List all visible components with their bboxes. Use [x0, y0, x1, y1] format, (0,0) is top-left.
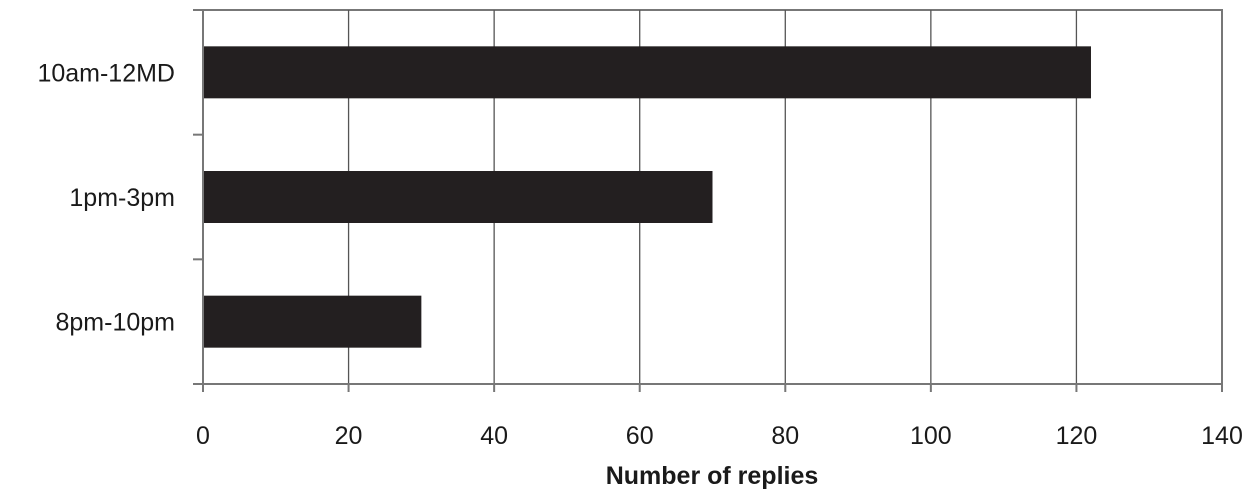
y-category-label-8pm-10pm: 8pm-10pm — [56, 309, 176, 337]
x-tick-label-140: 140 — [1201, 422, 1243, 450]
bar-10am-12MD — [203, 46, 1091, 99]
bars — [203, 46, 1091, 348]
x-tick-label-60: 60 — [626, 422, 654, 450]
y-category-label-10am-12MD: 10am-12MD — [37, 59, 175, 87]
x-tick-label-100: 100 — [910, 422, 952, 450]
axes — [193, 9, 1223, 392]
y-category-label-1pm-3pm: 1pm-3pm — [69, 184, 175, 212]
x-tick-label-0: 0 — [196, 422, 210, 450]
bar-1pm-3pm — [203, 171, 713, 223]
x-tick-label-80: 80 — [771, 422, 799, 450]
tick-labels: 0 20 40 60 80 100 120 140 10am-12MD 1pm-3pm 8pm-10… — [37, 59, 1242, 450]
x-tick-label-40: 40 — [480, 422, 508, 450]
bar-8pm-10pm — [203, 295, 422, 348]
x-tick-label-120: 120 — [1056, 422, 1098, 450]
x-tick-label-20: 20 — [335, 422, 363, 450]
x-axis-title: Number of replies — [606, 462, 819, 490]
